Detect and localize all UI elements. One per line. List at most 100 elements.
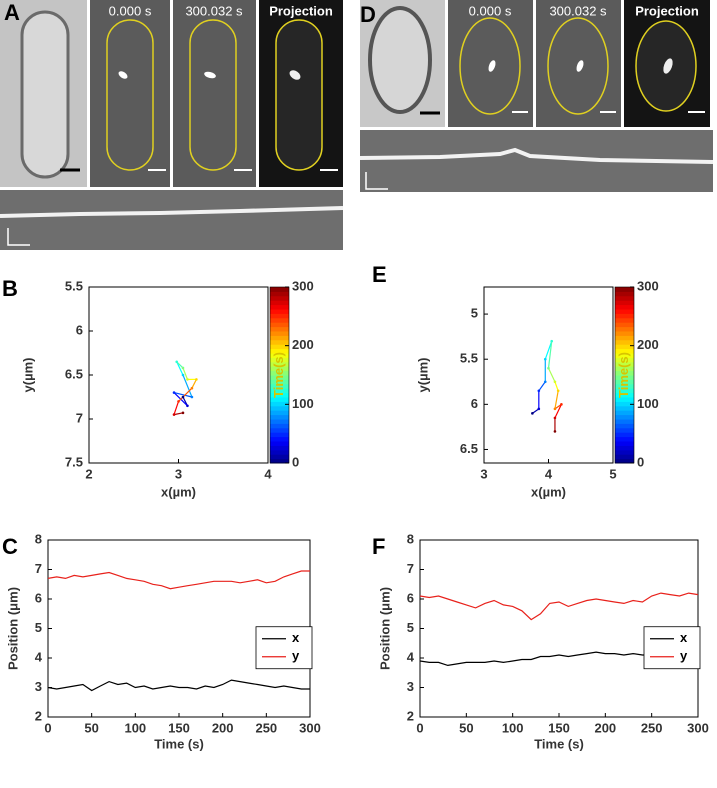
- cell: [368, 6, 432, 114]
- colorbar-cell: [615, 353, 634, 358]
- colorbar-cell: [270, 441, 289, 446]
- spot: [576, 60, 584, 72]
- colorbar-cell: [615, 432, 634, 438]
- trajectory-point: [537, 389, 541, 393]
- trajectory-segment: [547, 341, 553, 369]
- plot-frame: [88, 286, 269, 464]
- trajectory-segment: [538, 381, 546, 392]
- y-tick-label: 4: [35, 649, 43, 664]
- series-line: [47, 679, 310, 692]
- colorbar-cell: [615, 344, 634, 350]
- colorbar-cell: [270, 458, 289, 464]
- colorbar-cell: [270, 449, 289, 455]
- series-line: [419, 592, 699, 621]
- colorbar-cell: [270, 423, 289, 429]
- kymograph: [0, 190, 343, 250]
- y-tick-label: 5.5: [460, 351, 478, 366]
- colorbar-frame: [614, 286, 635, 464]
- kymograph-trace: [0, 206, 344, 218]
- y-tick-label: 5.5: [65, 278, 83, 293]
- trajectory-point: [186, 378, 189, 381]
- colorbar-cell: [270, 392, 289, 398]
- colorbar-cell: [615, 361, 634, 367]
- colorbar-cell: [270, 445, 289, 451]
- series-line: [47, 570, 310, 590]
- trajectory-segment: [173, 412, 184, 416]
- panel-label: F: [372, 534, 385, 559]
- colorbar-tick-label: 200: [637, 337, 659, 352]
- chart: C 0 50 100 150 200 250 300 2 3 4 5 6 7 8 Time (s) Positi…: [2, 531, 321, 751]
- trajectory-point: [547, 366, 550, 370]
- trajectory-segment: [554, 381, 559, 391]
- colorbar-cell: [615, 357, 634, 363]
- trajectory-segment: [547, 367, 556, 383]
- scale-bar: [7, 228, 30, 246]
- colorbar-cell: [615, 348, 634, 354]
- legend-label: x: [680, 630, 688, 645]
- colorbar-frame: [269, 286, 290, 464]
- trajectory-point: [550, 339, 554, 343]
- x-tick-label: 250: [255, 720, 277, 735]
- colorbar-tick-label: 100: [637, 396, 659, 411]
- trajectory-point: [553, 380, 557, 384]
- y-tick-label: 6: [76, 322, 83, 337]
- y-tick-label: 6: [471, 396, 478, 411]
- colorbar-cell: [615, 291, 634, 297]
- trajectory-segment: [191, 379, 197, 389]
- y-tick-label: 5: [471, 306, 478, 321]
- legend-box: [643, 626, 701, 670]
- colorbar-cell: [615, 335, 634, 341]
- colorbar-cell: [615, 397, 634, 402]
- colorbar-cell: [270, 370, 289, 376]
- colorbar-cell: [270, 410, 289, 416]
- cell-outline: [547, 17, 609, 115]
- colorbar-cell: [615, 317, 634, 323]
- x-tick-label: 2: [85, 466, 92, 481]
- colorbar-cell: [615, 436, 634, 442]
- trajectory-point: [195, 378, 198, 381]
- colorbar-cell: [270, 353, 289, 358]
- frame-label: 0.000 s: [469, 3, 512, 18]
- legend-label: x: [292, 630, 300, 645]
- colorbar-cell: [615, 388, 634, 394]
- trajectory-point: [181, 373, 185, 377]
- cell-outline: [275, 19, 323, 171]
- frame-image: [173, 0, 256, 187]
- trajectory-segment: [554, 403, 562, 410]
- colorbar-cell: [615, 445, 634, 451]
- colorbar-label: Time(s): [271, 352, 286, 398]
- colorbar-tick-label: 0: [292, 454, 299, 469]
- colorbar-cell: [615, 405, 634, 411]
- cell-outline: [106, 19, 154, 171]
- x-tick-label: 200: [212, 720, 234, 735]
- colorbar-cell: [615, 366, 634, 372]
- y-tick-label: 8: [407, 531, 414, 546]
- colorbar-cell: [270, 454, 289, 460]
- colorbar-cell: [270, 344, 289, 350]
- colorbar-cell: [615, 375, 634, 380]
- colorbar-cell: [270, 339, 289, 345]
- panel-d: 0.000 s 300.032 s Projection D: [359, 0, 714, 192]
- cell-outline: [189, 19, 237, 171]
- colorbar-cell: [615, 414, 634, 420]
- y-tick-label: 7: [407, 561, 414, 576]
- colorbar-cell: [615, 313, 634, 319]
- colorbar-cell: [270, 397, 289, 402]
- y-tick-label: 4: [407, 649, 415, 664]
- colorbar-cell: [270, 309, 289, 314]
- spot: [204, 71, 216, 79]
- spot: [488, 60, 496, 72]
- y-axis-label: Position (μm): [5, 587, 20, 670]
- colorbar-cell: [270, 313, 289, 319]
- x-tick-label: 3: [175, 466, 182, 481]
- colorbar-cell: [615, 401, 634, 407]
- colorbar-cell: [270, 361, 289, 367]
- trajectory-point: [177, 400, 180, 403]
- x-tick-label: 100: [124, 720, 146, 735]
- x-tick-label: 200: [594, 720, 616, 735]
- colorbar-cell: [615, 454, 634, 460]
- y-tick-label: 3: [407, 679, 414, 694]
- trajectory-point: [190, 395, 194, 399]
- plot-frame: [483, 286, 614, 464]
- y-tick-label: 7.5: [65, 454, 83, 469]
